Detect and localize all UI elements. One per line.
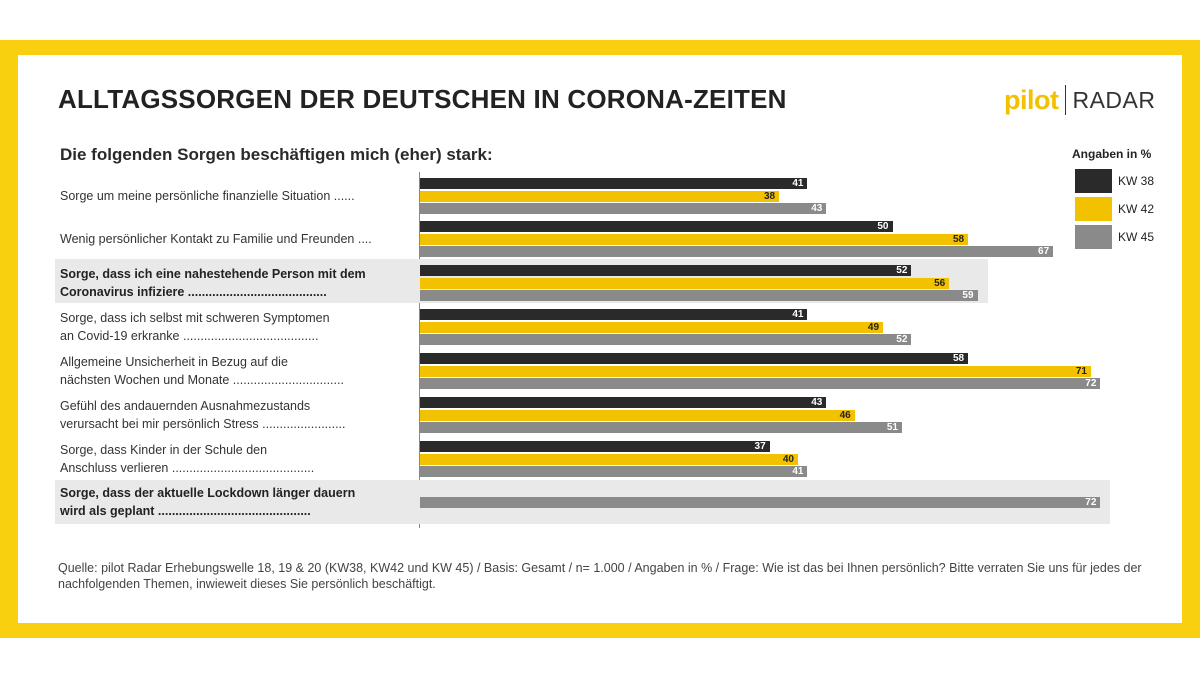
- category-label-line: Sorge, dass ich selbst mit schweren Symp…: [60, 311, 330, 325]
- bar-value-label: 67: [1038, 246, 1050, 257]
- bar-kw38: 43: [420, 397, 827, 408]
- bar-value-label: 50: [877, 221, 889, 232]
- category-label-line: wird als geplant .......................…: [60, 504, 311, 518]
- logo-product: RADAR: [1072, 86, 1156, 113]
- bar-value-label: 52: [896, 334, 908, 345]
- category-label-line: Sorge, dass Kinder in der Schule den: [60, 443, 268, 457]
- bar-kw42: 49: [420, 321, 884, 333]
- bar-kw38: 50: [420, 221, 893, 232]
- category-label-line: Allgemeine Unsicherheit in Bezug auf die: [60, 355, 288, 369]
- category-label-line: Sorge um meine persönliche finanzielle S…: [60, 189, 355, 203]
- bar-value-label: 38: [763, 190, 776, 202]
- category-label: Sorge, dass der aktuelle Lockdown länger…: [60, 484, 412, 520]
- source-note: Quelle: pilot Radar Erhebungswelle 18, 1…: [58, 561, 1142, 591]
- category-label-line: Sorge, dass ich eine nahestehende Person…: [60, 267, 366, 281]
- bar-value-label: 59: [962, 290, 974, 301]
- bar-value-label: 56: [934, 277, 946, 289]
- category-label-line: Anschluss verlieren ....................…: [60, 461, 315, 475]
- bar-kw42: 46: [420, 409, 855, 421]
- legend-item-kw45: KW 45: [1075, 225, 1154, 249]
- category-label-line: Gefühl des andauernden Ausnahmezustands: [60, 399, 311, 413]
- category-label-line: Sorge, dass der aktuelle Lockdown länger…: [60, 486, 356, 500]
- value-axis: [419, 172, 420, 528]
- logo-divider: [1065, 85, 1067, 115]
- bar-kw42: 38: [420, 190, 780, 202]
- bar-value-label: 41: [792, 309, 804, 320]
- bar-kw38: 52: [420, 265, 912, 276]
- bar-value-label: 37: [754, 441, 766, 452]
- category-label: Sorge, dass Kinder in der Schule den Ansc…: [60, 441, 412, 477]
- category-label: Sorge, dass ich eine nahestehende Person…: [60, 265, 412, 301]
- bar-kw45: 59: [420, 290, 978, 301]
- bar-kw45: 72: [420, 497, 1101, 508]
- bar-kw45: 72: [420, 378, 1101, 389]
- category-label: Allgemeine Unsicherheit in Bezug auf die…: [60, 353, 412, 389]
- legend-label: KW 42: [1118, 202, 1155, 216]
- bar-kw38: 37: [420, 441, 770, 452]
- pilot-radar-logo: pilot RADAR: [1004, 83, 1156, 117]
- bar-value-label: 41: [792, 466, 804, 477]
- bar-kw45: 52: [420, 334, 912, 345]
- category-label: Gefühl des andauernden Ausnahmezustands v…: [60, 397, 412, 433]
- bar-kw42: 56: [420, 277, 950, 289]
- category-label-line: an Covid-19 erkranke ...................…: [60, 329, 319, 343]
- bar-value-label: 52: [896, 265, 908, 276]
- bar-kw42: 71: [420, 365, 1091, 377]
- legend-label: KW 45: [1118, 230, 1155, 244]
- legend-label: KW 38: [1118, 174, 1155, 188]
- category-label: Wenig persönlicher Kontakt zu Familie un…: [60, 230, 412, 248]
- legend-swatch: [1075, 197, 1112, 221]
- chart-subtitle: Die folgenden Sorgen beschäftigen mich (…: [60, 145, 493, 164]
- bar-kw42: 58: [420, 233, 969, 245]
- category-label: Sorge, dass ich selbst mit schweren Symp…: [60, 309, 412, 345]
- category-label-line: Wenig persönlicher Kontakt zu Familie un…: [60, 232, 372, 246]
- bar-value-label: 71: [1075, 365, 1087, 377]
- bar-value-label: 43: [811, 397, 823, 408]
- bar-value-label: 51: [886, 422, 898, 433]
- bar-value-label: 58: [952, 353, 965, 364]
- bar-value-label: 72: [1085, 378, 1097, 389]
- bar-kw45: 43: [420, 203, 827, 214]
- bar-kw38: 41: [420, 309, 808, 320]
- bar-kw42: 40: [420, 453, 798, 465]
- bar-kw45: 41: [420, 466, 808, 477]
- legend-item-kw38: KW 38: [1075, 169, 1154, 193]
- page-title: ALLTAGSSORGEN DER DEUTSCHEN IN CORONA-ZE…: [58, 84, 787, 114]
- category-label: Sorge um meine persönliche finanzielle S…: [60, 187, 412, 205]
- bar-value-label: 49: [867, 321, 880, 333]
- bar-value-label: 58: [952, 233, 965, 245]
- category-label-line: nächsten Wochen und Monate .............…: [60, 373, 344, 387]
- legend-swatch: [1075, 169, 1112, 193]
- bar-value-label: 41: [792, 178, 804, 189]
- bar-kw45: 51: [420, 422, 902, 433]
- legend-item-kw42: KW 42: [1075, 197, 1154, 221]
- bar-value-label: 72: [1085, 497, 1097, 508]
- bar-value-label: 43: [811, 203, 823, 214]
- legend-title: Angaben in %: [1072, 147, 1152, 161]
- bar-value-label: 40: [782, 453, 794, 465]
- legend-swatch: [1075, 225, 1112, 249]
- category-label-line: verursacht bei mir persönlich Stress ...…: [60, 417, 346, 431]
- bar-kw38: 58: [420, 353, 969, 364]
- bar-kw38: 41: [420, 178, 808, 189]
- logo-mark: pilot: [1004, 84, 1059, 115]
- bar-kw45: 67: [420, 246, 1054, 257]
- category-label-line: Coronavirus infiziere ..................…: [60, 285, 327, 299]
- bar-value-label: 46: [839, 409, 851, 421]
